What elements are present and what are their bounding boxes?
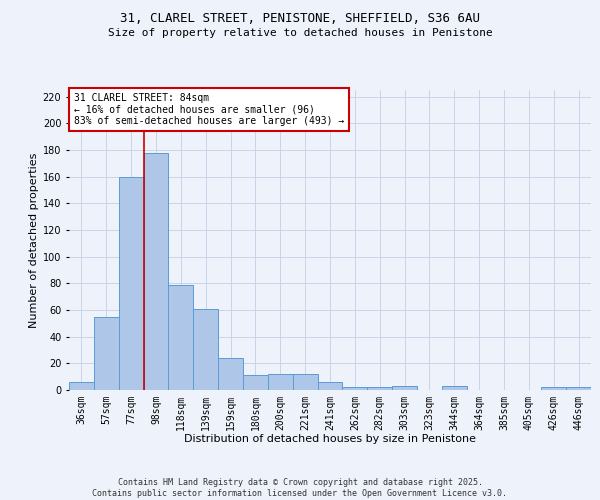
- Bar: [566, 388, 591, 390]
- Bar: [392, 386, 417, 390]
- Bar: [317, 382, 343, 390]
- Text: 31, CLAREL STREET, PENISTONE, SHEFFIELD, S36 6AU: 31, CLAREL STREET, PENISTONE, SHEFFIELD,…: [120, 12, 480, 26]
- Bar: [143, 152, 169, 390]
- Bar: [218, 358, 243, 390]
- Text: Contains HM Land Registry data © Crown copyright and database right 2025.
Contai: Contains HM Land Registry data © Crown c…: [92, 478, 508, 498]
- Bar: [69, 382, 94, 390]
- Text: 31 CLAREL STREET: 84sqm
← 16% of detached houses are smaller (96)
83% of semi-de: 31 CLAREL STREET: 84sqm ← 16% of detache…: [74, 93, 344, 126]
- Bar: [193, 308, 218, 390]
- Bar: [169, 284, 193, 390]
- Bar: [367, 388, 392, 390]
- Bar: [293, 374, 317, 390]
- X-axis label: Distribution of detached houses by size in Penistone: Distribution of detached houses by size …: [184, 434, 476, 444]
- Bar: [442, 386, 467, 390]
- Bar: [541, 388, 566, 390]
- Bar: [268, 374, 293, 390]
- Text: Size of property relative to detached houses in Penistone: Size of property relative to detached ho…: [107, 28, 493, 38]
- Bar: [243, 376, 268, 390]
- Y-axis label: Number of detached properties: Number of detached properties: [29, 152, 38, 328]
- Bar: [343, 388, 367, 390]
- Bar: [94, 316, 119, 390]
- Bar: [119, 176, 143, 390]
